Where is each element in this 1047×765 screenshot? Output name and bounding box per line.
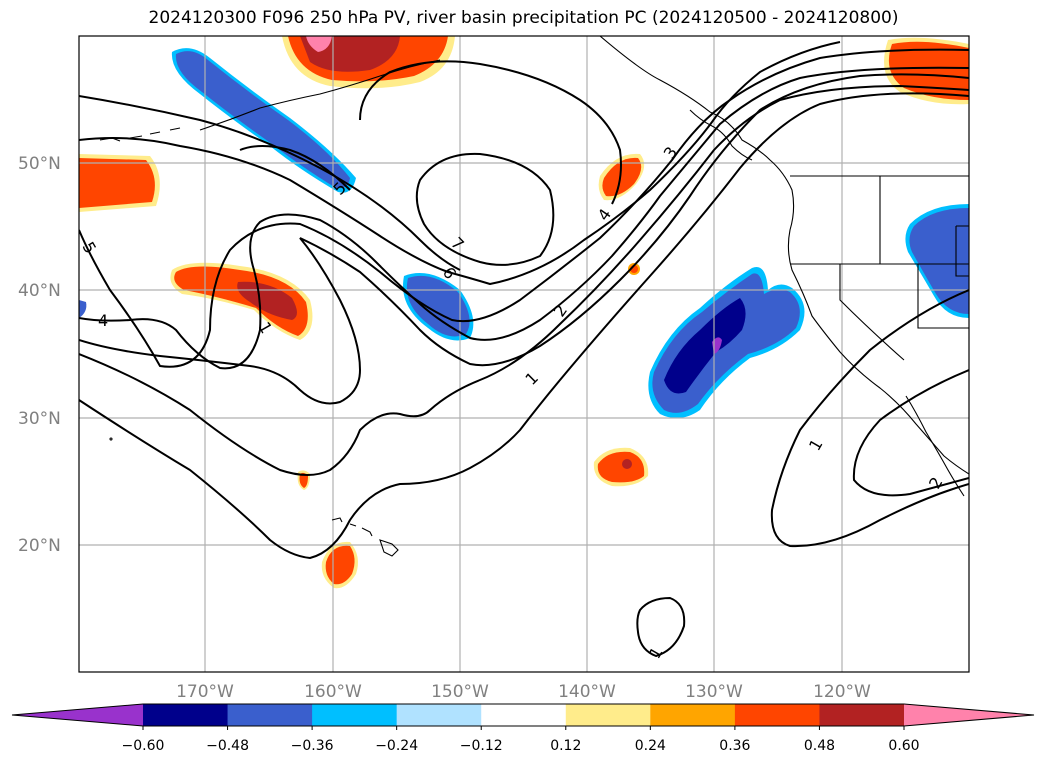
longitude-labels: 170°W 160°W 150°W 140°W 130°W 120°W [176, 682, 871, 702]
colorbar-segment [312, 704, 398, 726]
lon-label-160w: 160°W [304, 682, 362, 702]
negative-anomaly-area [909, 208, 969, 314]
latitude-labels: 50°N 40°N 30°N 20°N [18, 154, 61, 556]
colorbar-segment [650, 704, 736, 726]
positive-anomaly-area [174, 266, 308, 336]
colorbar-segment [481, 704, 567, 726]
colorbar-tick-label: 0.60 [888, 738, 919, 754]
contour-line [79, 66, 969, 370]
pv-contours [79, 41, 969, 658]
positive-anomaly-area [79, 158, 155, 208]
map-title: 2024120300 F096 250 hPa PV, river basin … [148, 8, 899, 28]
colorbar-tick-label: −0.60 [122, 738, 165, 754]
positive-anomaly-area [888, 41, 969, 100]
colorbar-ticks: −0.60 −0.48 −0.36 −0.24 −0.12 0.12 0.24 0.36 0.4… [122, 726, 920, 754]
lon-label-120w: 120°W [813, 682, 871, 702]
colorbar-segments [12, 704, 1034, 726]
contour-line [239, 145, 351, 191]
lat-label-30n: 30°N [18, 409, 61, 429]
lat-label-40n: 40°N [18, 281, 61, 301]
colorbar-tick-label: −0.24 [375, 738, 418, 754]
colorbar-tick-label: 0.36 [719, 738, 750, 754]
colorbar: −0.60 −0.48 −0.36 −0.24 −0.12 0.12 0.24 0.36 0.4… [11, 703, 1035, 754]
colorbar-outline [11, 703, 1035, 727]
contour-line [359, 60, 622, 205]
contour-line [415, 152, 555, 266]
colorbar-segment [227, 704, 313, 726]
colorbar-segment [396, 704, 482, 726]
colorbar-tick-label: −0.48 [206, 738, 249, 754]
lat-label-20n: 20°N [18, 536, 61, 556]
coastlines [99, 36, 969, 557]
colorbar-segment [734, 704, 820, 726]
colorbar-segment [819, 704, 905, 726]
lon-label-170w: 170°W [176, 682, 234, 702]
graticule [79, 36, 969, 672]
contour-line [770, 289, 969, 548]
positive-anomaly-area [602, 157, 642, 197]
colorbar-tick-label: 0.48 [804, 738, 835, 754]
contour-line [79, 92, 969, 560]
positive-anomaly-area [237, 281, 297, 320]
negative-anomaly-area [175, 51, 350, 189]
contour-line [79, 84, 969, 476]
colorbar-tick-label: 0.12 [550, 738, 581, 754]
contour-line [636, 596, 686, 658]
map-frame [78, 35, 970, 673]
colorbar-tick-label: 0.24 [635, 738, 666, 754]
positive-anomaly-area [622, 459, 632, 469]
negative-anomaly-area [664, 298, 746, 394]
lon-label-130w: 130°W [685, 682, 743, 702]
colorbar-extend-min [12, 704, 143, 726]
lat-label-50n: 50°N [18, 154, 61, 174]
colorbar-tick-label: −0.12 [460, 738, 503, 754]
lon-label-150w: 150°W [431, 682, 489, 702]
negative-anomaly-area [79, 300, 87, 318]
positive-anomaly-area [299, 472, 308, 488]
contour-label: 4 [98, 311, 108, 330]
contour-line [79, 73, 969, 405]
positive-anomaly-area [306, 36, 332, 52]
contour-line [852, 369, 969, 497]
contour-line [79, 95, 461, 271]
colorbar-tick-label: −0.36 [291, 738, 334, 754]
contour-line [79, 48, 969, 368]
colorbar-segment [565, 704, 651, 726]
positive-anomaly-area [597, 451, 645, 483]
colorbar-extend-max [904, 704, 1034, 726]
lon-label-140w: 140°W [558, 682, 616, 702]
colorbar-segment [143, 704, 229, 726]
contour-line [79, 41, 841, 286]
